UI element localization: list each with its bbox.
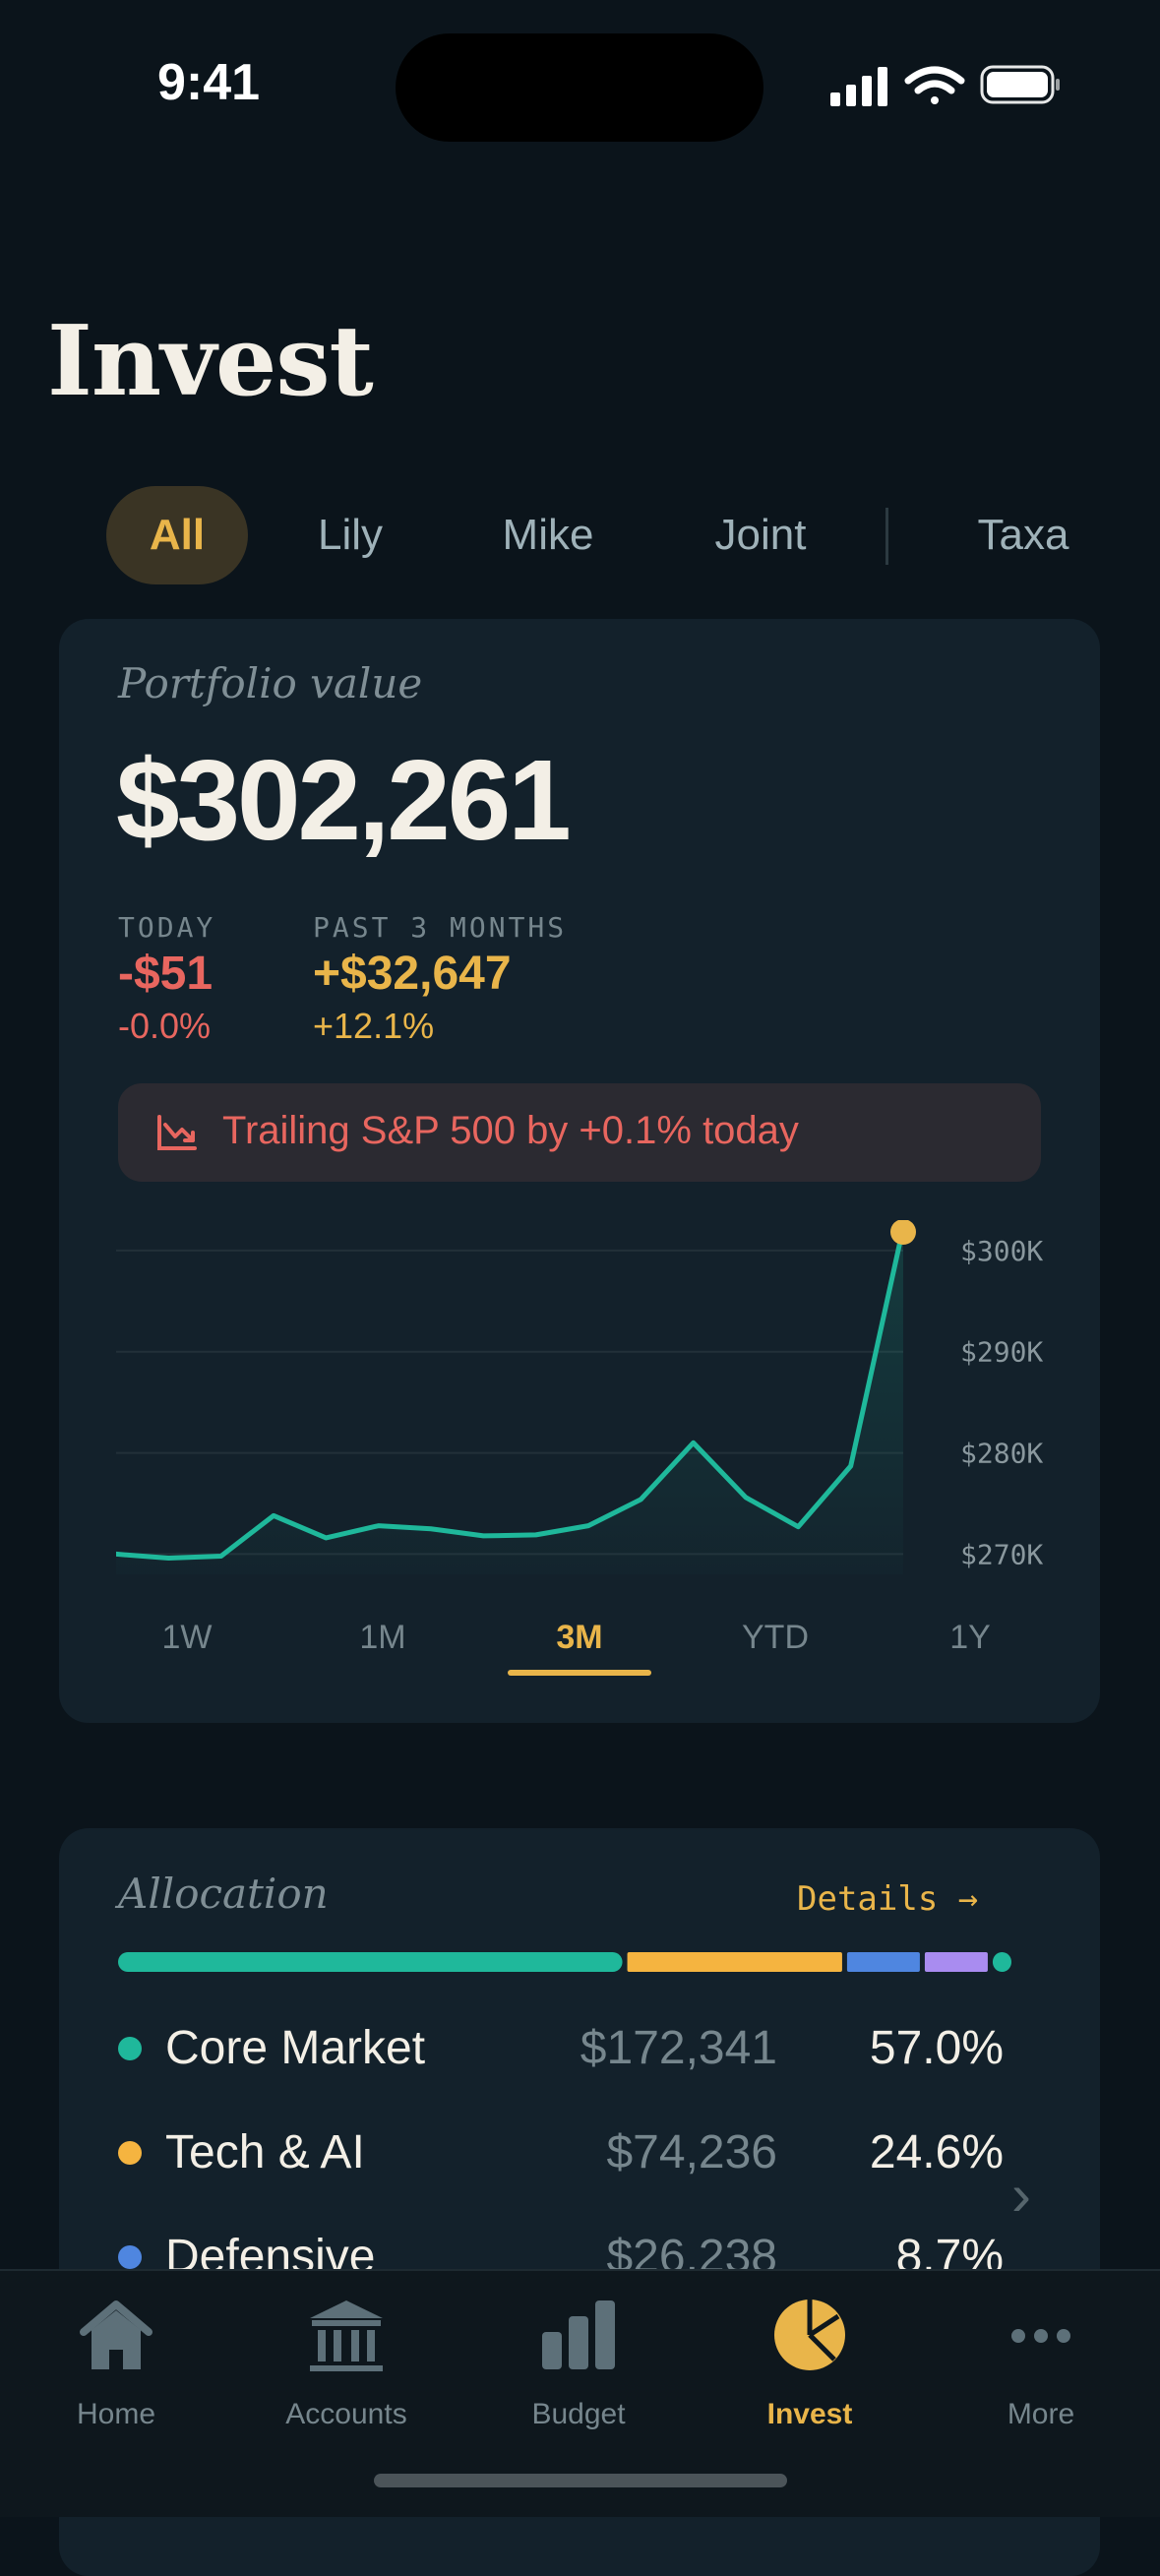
pie-chart-icon [774,2300,845,2370]
tab-lily[interactable]: Lily [317,511,384,559]
period-label: PAST 3 MONTHS [313,911,568,944]
row-name: Tech & AI [165,2126,365,2178]
more-icon [1011,2329,1070,2343]
tabbar-budget[interactable]: Budget [490,2291,667,2431]
row-amount: $74,236 [606,2126,777,2178]
home-indicator [374,2474,787,2487]
allocation-bar [118,1952,1011,1972]
wifi-icon [904,66,965,104]
chart-series-line [116,1225,906,1562]
battery-icon [980,65,1060,104]
chart-area [116,1227,903,1574]
tab-taxable[interactable]: Taxa [977,511,1069,559]
color-dot [118,2037,142,2060]
chart-y-tick-label: $280K [960,1438,1043,1470]
row-amount: $172,341 [580,2022,777,2074]
tab-mike[interactable]: Mike [502,511,594,559]
tabbar-accounts[interactable]: Accounts [258,2291,435,2431]
today-percent: -0.0% [118,1006,212,1046]
portfolio-value: $302,261 [116,736,572,864]
chart-y-tick-label: $300K [960,1235,1043,1267]
allocation-segment [846,1952,920,1972]
filter-tabs: All Lily Mike Joint Taxa [0,486,1160,588]
home-icon [80,2300,153,2369]
tab-divider [885,508,888,565]
row-name: Core Market [165,2022,426,2074]
benchmark-alert[interactable]: Trailing S&P 500 by +0.1% today [118,1083,1041,1182]
allocation-row[interactable]: Tech & AI $74,236 24.6% [118,2116,1004,2194]
range-1w[interactable]: 1W [161,1619,213,1656]
color-dot [118,2141,142,2165]
tabbar-label: Budget [531,2398,626,2430]
signal-icon [830,67,887,106]
dynamic-island [396,33,763,142]
period-change: +$32,647 [313,948,512,1000]
alert-text: Trailing S&P 500 by +0.1% today [222,1109,799,1152]
allocation-segment [118,1952,623,1972]
period-percent: +12.1% [313,1006,435,1046]
page-title: Invest [47,305,374,418]
details-link[interactable]: Details → [797,1879,979,1919]
range-ytd[interactable]: YTD [742,1619,809,1656]
chart-y-tick-label: $270K [960,1538,1043,1570]
chart-current-point [890,1220,916,1245]
row-percent: 57.0% [869,2022,1004,2074]
range-active-indicator [508,1670,651,1676]
tab-joint[interactable]: Joint [714,511,807,559]
tabbar-invest[interactable]: Invest [721,2291,898,2431]
tabbar-label: Accounts [285,2398,407,2430]
row-percent: 24.6% [869,2126,1004,2178]
tabbar-label: More [1007,2398,1075,2430]
today-label: TODAY [118,911,216,944]
bar-chart-icon [542,2300,615,2369]
tab-all[interactable]: All [106,486,248,584]
chart-y-tick-label: $290K [960,1336,1043,1369]
tabbar-label: Invest [766,2398,853,2430]
today-change: -$51 [118,948,214,1000]
range-1y[interactable]: 1Y [949,1619,991,1656]
allocation-label: Allocation [118,1870,329,1918]
allocation-row[interactable]: Core Market $172,341 57.0% [118,2011,1004,2090]
status-time: 9:41 [157,54,261,111]
portfolio-label: Portfolio value [118,659,423,707]
allocation-segment [992,1952,1011,1972]
range-3m[interactable]: 3M [556,1619,603,1656]
tabbar-home[interactable]: Home [28,2291,205,2431]
chevron-right-icon[interactable]: › [1011,2162,1031,2228]
allocation-segment [627,1952,842,1972]
bank-icon [310,2300,383,2371]
tabbar-more[interactable]: More [952,2291,1129,2431]
tabbar-label: Home [76,2398,156,2430]
trend-down-icon [157,1115,197,1150]
range-1m[interactable]: 1M [359,1619,406,1656]
color-dot [118,2245,142,2269]
allocation-segment [924,1952,988,1972]
status-icons [830,65,1060,106]
portfolio-chart[interactable]: $300K $290K $280K $270K [116,1220,1051,1574]
